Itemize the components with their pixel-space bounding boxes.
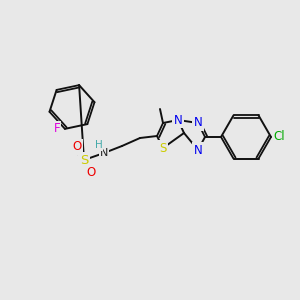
Text: N: N	[194, 143, 202, 157]
Text: O: O	[72, 140, 82, 154]
Text: Cl: Cl	[273, 130, 285, 143]
Text: N: N	[194, 116, 202, 130]
Text: S: S	[80, 154, 88, 166]
Text: N: N	[100, 148, 108, 158]
Text: N: N	[100, 148, 108, 158]
Text: S: S	[159, 142, 167, 154]
Text: H: H	[95, 140, 103, 150]
Text: O: O	[86, 166, 96, 178]
Text: N: N	[174, 113, 182, 127]
Text: F: F	[54, 122, 60, 135]
